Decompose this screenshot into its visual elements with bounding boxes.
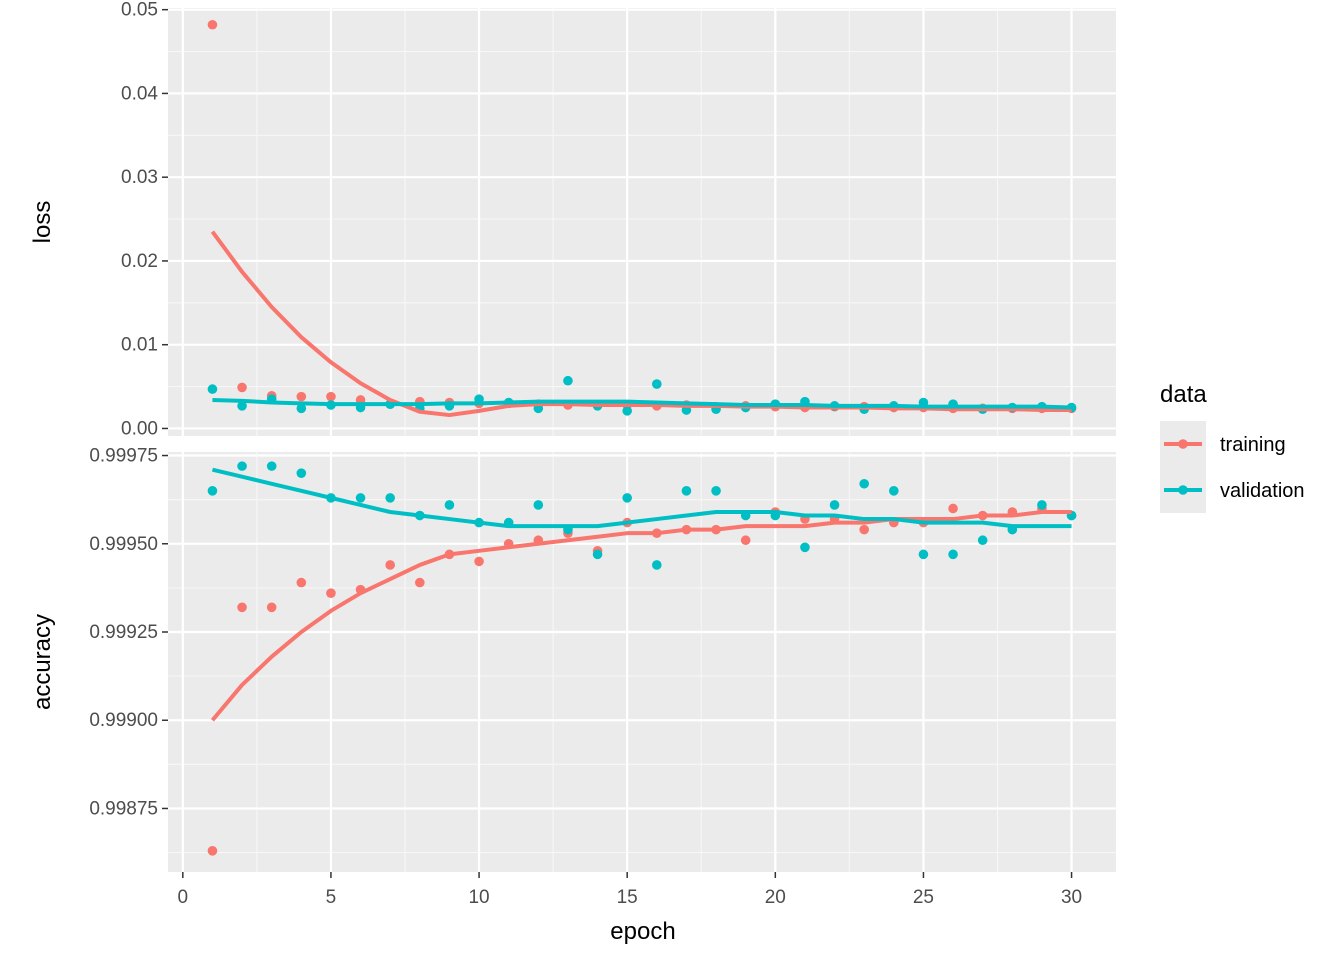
point-validation xyxy=(1037,500,1047,510)
point-training xyxy=(859,524,869,535)
point-training xyxy=(474,556,484,567)
point-validation xyxy=(296,468,307,478)
point-training xyxy=(326,391,336,402)
point-validation xyxy=(592,549,603,560)
legend: data training validation xyxy=(1160,381,1305,513)
point-validation xyxy=(296,403,307,414)
legend-label: training xyxy=(1220,434,1286,456)
point-validation xyxy=(355,493,366,503)
point-validation xyxy=(829,500,840,510)
point-training xyxy=(237,382,247,393)
point-training xyxy=(326,588,336,598)
x-tick-label: 0 xyxy=(178,887,189,908)
point-validation xyxy=(207,486,218,496)
point-validation xyxy=(266,461,277,471)
legend-key-point xyxy=(1178,485,1188,495)
point-validation xyxy=(622,493,632,503)
point-validation xyxy=(207,384,218,394)
legend-label: validation xyxy=(1220,480,1305,502)
point-validation xyxy=(622,406,632,416)
x-axis-title: epoch xyxy=(610,918,675,945)
y-tick-label: 0.99950 xyxy=(89,534,158,555)
y-tick-label: 0.99875 xyxy=(89,798,158,819)
point-training xyxy=(296,391,307,402)
y-tick-label: 0.01 xyxy=(121,335,158,356)
panel-background xyxy=(168,8,1116,436)
x-tick-label: 15 xyxy=(617,887,638,908)
smooth-line-training xyxy=(210,510,1072,722)
y-axis-title-accuracy: accuracy xyxy=(29,614,56,710)
y-tick-label: 0.05 xyxy=(121,0,158,21)
y-tick-label: 0.03 xyxy=(121,167,158,188)
point-validation xyxy=(800,542,810,553)
point-validation xyxy=(918,549,929,560)
y-tick-label: 0.99925 xyxy=(89,622,158,643)
point-validation xyxy=(237,461,247,471)
point-validation xyxy=(889,486,899,496)
y-tick-label: 0.00 xyxy=(121,418,158,439)
panel-accuracy: 0.99875 0.99900 0.99925 0.99950 0.99975 accur… xyxy=(29,446,1116,872)
smooth-line-validation xyxy=(212,397,1072,410)
point-validation xyxy=(977,535,988,546)
point-training xyxy=(385,560,395,570)
panel-loss: 0.00 0.01 0.02 0.03 0.04 0.05 loss xyxy=(29,0,1116,439)
x-tick-label: 30 xyxy=(1061,887,1082,908)
y-tick-label: 0.04 xyxy=(121,83,158,104)
point-validation xyxy=(711,486,721,496)
point-validation xyxy=(652,560,662,570)
point-validation xyxy=(533,500,544,510)
smooth-line-validation xyxy=(211,467,1072,529)
point-training xyxy=(207,19,218,30)
point-training xyxy=(415,577,425,588)
point-validation xyxy=(859,478,869,489)
point-training xyxy=(948,503,958,514)
x-tick-label: 25 xyxy=(913,887,934,908)
point-training xyxy=(237,602,247,613)
point-validation xyxy=(948,549,958,560)
point-validation xyxy=(681,486,692,496)
x-tick-label: 5 xyxy=(326,887,337,908)
point-training xyxy=(740,535,751,546)
legend-entry-training: training xyxy=(1160,421,1286,467)
point-validation xyxy=(237,401,247,411)
point-validation xyxy=(563,375,573,386)
y-axis-title-loss: loss xyxy=(29,201,56,244)
legend-key-point xyxy=(1178,439,1188,449)
x-tick-label: 10 xyxy=(468,887,489,908)
point-validation xyxy=(385,493,395,503)
x-tick-label: 20 xyxy=(765,887,786,908)
series-validation xyxy=(207,461,1077,570)
legend-entry-validation: validation xyxy=(1160,467,1305,513)
point-training xyxy=(207,846,218,856)
legend-title: data xyxy=(1160,381,1207,408)
point-validation xyxy=(652,379,662,389)
x-axis: 0 5 10 15 20 25 30 xyxy=(178,872,1082,908)
point-training xyxy=(266,602,277,613)
point-training xyxy=(296,577,307,588)
point-validation xyxy=(444,500,455,510)
y-tick-label: 0.99975 xyxy=(89,446,158,467)
y-tick-label: 0.99900 xyxy=(89,710,158,731)
y-tick-label: 0.02 xyxy=(121,251,158,272)
